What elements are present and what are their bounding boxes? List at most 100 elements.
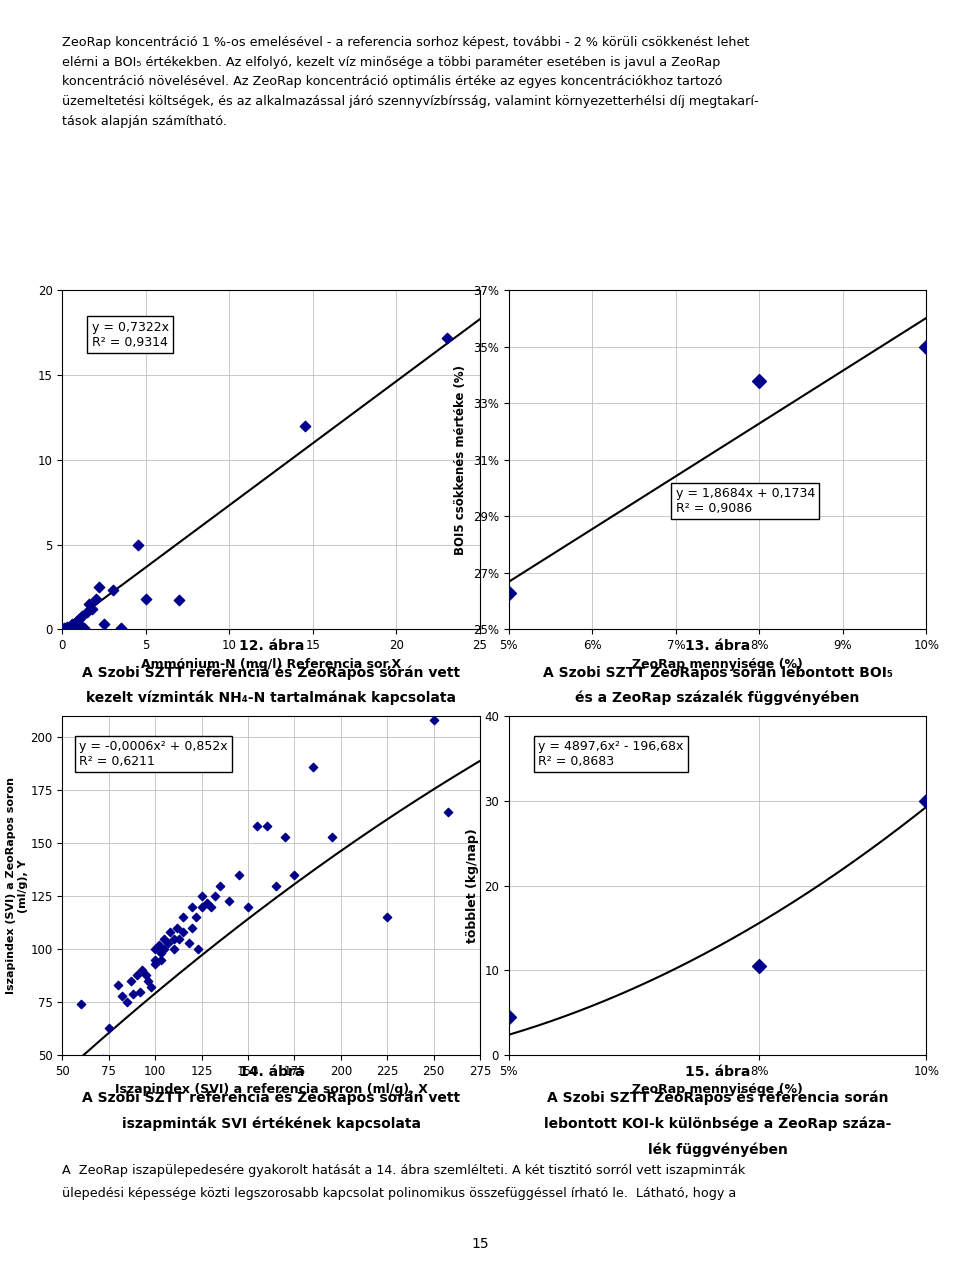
Point bbox=[88, 588, 104, 609]
Point bbox=[138, 588, 154, 609]
Point bbox=[305, 757, 321, 778]
Point bbox=[188, 907, 204, 927]
Point bbox=[180, 932, 196, 953]
Point bbox=[144, 977, 159, 998]
Text: y = 0,7322x
R² = 0,9314: y = 0,7322x R² = 0,9314 bbox=[91, 321, 169, 349]
Point bbox=[148, 949, 163, 969]
Point bbox=[919, 336, 934, 357]
Text: 12. ábra: 12. ábra bbox=[238, 640, 304, 654]
Y-axis label: többlet (kg/nap): többlet (kg/nap) bbox=[466, 829, 479, 943]
Point bbox=[439, 327, 454, 348]
Point bbox=[91, 577, 107, 597]
Point bbox=[268, 875, 283, 895]
Point bbox=[114, 986, 130, 1007]
Y-axis label: Iszapindex (SVI) a ZeoRapos soron
(ml/g), Y: Iszapindex (SVI) a ZeoRapos soron (ml/g)… bbox=[6, 778, 28, 994]
Point bbox=[73, 615, 88, 636]
Point bbox=[138, 964, 154, 985]
Point bbox=[105, 581, 120, 601]
Point bbox=[73, 994, 88, 1014]
Text: lebontott KOI-k különbsége a ZeoRap száza-: lebontott KOI-k különbsége a ZeoRap száz… bbox=[544, 1117, 891, 1131]
Point bbox=[287, 865, 302, 885]
Point bbox=[153, 944, 168, 964]
Point bbox=[84, 599, 100, 619]
Text: iszapminták SVI értékének kapcsolata: iszapminták SVI értékének kapcsolata bbox=[122, 1117, 420, 1131]
Point bbox=[152, 935, 167, 955]
Point bbox=[153, 949, 168, 969]
Point bbox=[96, 614, 111, 634]
Point bbox=[75, 605, 90, 625]
Text: A  ZeoRap iszapülepedesére gyakorolt hatását a 14. ábra szemlélteti. A két tiszt: A ZeoRap iszapülepedesére gyakorolt hatá… bbox=[62, 1164, 746, 1177]
X-axis label: Ammónium-N (mg/l) Referencia sor,X: Ammónium-N (mg/l) Referencia sor,X bbox=[141, 657, 401, 670]
Point bbox=[101, 1017, 116, 1037]
Point bbox=[752, 371, 767, 391]
Point bbox=[426, 710, 442, 730]
Point bbox=[184, 897, 200, 917]
X-axis label: ZeoRap mennyisége (%): ZeoRap mennyisége (%) bbox=[633, 657, 803, 670]
Point bbox=[113, 618, 129, 638]
Point bbox=[156, 939, 172, 959]
Point bbox=[172, 929, 187, 949]
Point bbox=[176, 922, 191, 943]
Point bbox=[204, 897, 219, 917]
Text: A Szobi SZTT ZeoRapos és referencia során: A Szobi SZTT ZeoRapos és referencia sorá… bbox=[547, 1091, 888, 1105]
Point bbox=[207, 886, 223, 907]
Point bbox=[57, 618, 72, 638]
Point bbox=[172, 590, 187, 610]
Point bbox=[140, 971, 156, 991]
Text: koncentráció növelésével. Az ZeoRap koncentráció optimális értéke az egyes konce: koncentráció növelésével. Az ZeoRap konc… bbox=[62, 75, 723, 88]
Text: y = 1,8684x + 0,1734
R² = 0,9086: y = 1,8684x + 0,1734 R² = 0,9086 bbox=[676, 487, 815, 515]
Text: A Szobi SZTT referencia és ZeoRapos során vett: A Szobi SZTT referencia és ZeoRapos sorá… bbox=[83, 665, 460, 679]
X-axis label: Iszapindex (SVI) a referencia soron (ml/g), X: Iszapindex (SVI) a referencia soron (ml/… bbox=[115, 1083, 427, 1096]
Point bbox=[259, 816, 275, 836]
Text: 15: 15 bbox=[471, 1237, 489, 1251]
Text: üzemeltetési költségek, és az alkalmazással járó szennyvízbírsság, valamint körn: üzemeltetési költségek, és az alkalmazás… bbox=[62, 96, 759, 109]
Point bbox=[120, 993, 135, 1013]
Text: ülepedési képessége közti legszorosabb kapcsolat polinomikus összefüggéssel írha: ülepedési képessége közti legszorosabb k… bbox=[62, 1187, 736, 1200]
Point bbox=[170, 918, 185, 939]
Point bbox=[184, 918, 200, 939]
Text: tások alapján számítható.: tások alapján számítható. bbox=[62, 115, 228, 128]
X-axis label: ZeoRap mennyisége (%): ZeoRap mennyisége (%) bbox=[633, 1083, 803, 1096]
Point bbox=[441, 802, 456, 822]
Text: A Szobi SZTT referencia és ZeoRapos során vett: A Szobi SZTT referencia és ZeoRapos sorá… bbox=[83, 1091, 460, 1105]
Point bbox=[160, 932, 176, 953]
Point bbox=[194, 886, 209, 907]
Point bbox=[63, 615, 79, 636]
Text: és a ZeoRap százalék függvényében: és a ZeoRap százalék függvényében bbox=[575, 691, 860, 705]
Point bbox=[176, 907, 191, 927]
Text: 13. ábra: 13. ábra bbox=[685, 640, 750, 654]
Point bbox=[212, 875, 228, 895]
Point bbox=[132, 981, 148, 1001]
Y-axis label: BOI5 csökkenés mértéke (%): BOI5 csökkenés mértéke (%) bbox=[454, 365, 468, 555]
Text: y = 4897,6x² - 196,68x
R² = 0,8683: y = 4897,6x² - 196,68x R² = 0,8683 bbox=[538, 741, 684, 767]
Text: lék függvényében: lék függvényében bbox=[648, 1142, 787, 1156]
Point bbox=[58, 618, 73, 638]
Text: 15. ábra: 15. ábra bbox=[684, 1065, 751, 1079]
Point bbox=[148, 939, 163, 959]
Point bbox=[250, 816, 265, 836]
Point bbox=[68, 613, 84, 633]
Point bbox=[222, 890, 237, 911]
Point bbox=[134, 961, 150, 981]
Point bbox=[80, 602, 95, 623]
Point bbox=[82, 593, 97, 614]
Point bbox=[71, 609, 86, 629]
Point bbox=[124, 971, 139, 991]
Text: 14. ábra: 14. ábra bbox=[238, 1065, 304, 1079]
Point bbox=[501, 1007, 516, 1027]
Point bbox=[166, 929, 181, 949]
Point bbox=[162, 922, 178, 943]
Text: elérni a BOI₅ értékekben. Az elfolyó, kezelt víz minősége a többi paraméter eset: elérni a BOI₅ értékekben. Az elfolyó, ke… bbox=[62, 56, 721, 69]
Point bbox=[231, 865, 247, 885]
Point bbox=[64, 614, 80, 634]
Point bbox=[96, 1049, 111, 1069]
Point bbox=[501, 582, 516, 602]
Point bbox=[919, 790, 934, 811]
Point bbox=[190, 939, 205, 959]
Point bbox=[60, 616, 75, 637]
Point bbox=[277, 826, 293, 847]
Point bbox=[156, 929, 172, 949]
Point bbox=[194, 897, 209, 917]
Text: y = -0,0006x² + 0,852x
R² = 0,6211: y = -0,0006x² + 0,852x R² = 0,6211 bbox=[79, 741, 228, 767]
Point bbox=[297, 416, 312, 436]
